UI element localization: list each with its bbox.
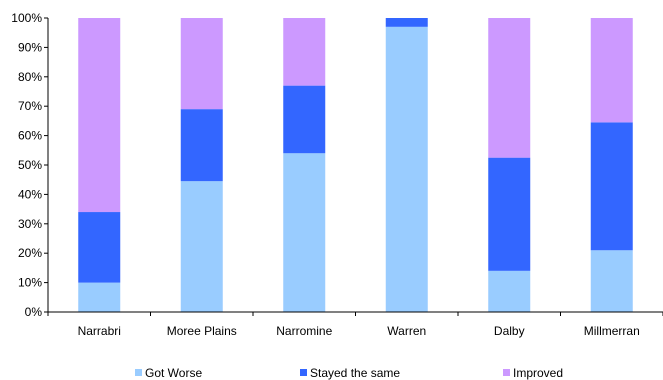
y-axis: 0% 10% 20% 30% 40% 50% 60% 70% 80% 90% 100%: [11, 11, 49, 319]
x-tick-label: Millmerran: [584, 324, 640, 338]
bar-segment-stayed-the-same: [283, 85, 326, 154]
x-tick-label: Narrabri: [78, 324, 121, 338]
y-tick-label: 30%: [18, 217, 42, 231]
y-tick-label: 90%: [18, 40, 42, 54]
y-tick-label: 100%: [11, 11, 42, 25]
bar-segment-stayed-the-same: [488, 157, 531, 271]
bar-segment-stayed-the-same: [590, 122, 633, 251]
legend-label: Stayed the same: [310, 366, 400, 380]
bar-segment-got-worse: [590, 250, 633, 312]
legend-swatch: [503, 369, 510, 376]
bar-segment-stayed-the-same: [78, 212, 121, 283]
bar-segment-got-worse: [78, 282, 121, 312]
legend: Got Worse Stayed the same Improved: [135, 366, 563, 380]
legend-label: Improved: [513, 366, 563, 380]
legend-label: Got Worse: [145, 366, 202, 380]
bar-segment-got-worse: [283, 153, 326, 312]
y-tick-label: 50%: [18, 158, 42, 172]
y-tick-label: 70%: [18, 99, 42, 113]
bar-segment-improved: [488, 18, 531, 158]
y-tick-label: 80%: [18, 70, 42, 84]
bar-segment-improved: [590, 18, 633, 123]
bar-segment-got-worse: [180, 181, 223, 312]
y-tick-label: 20%: [18, 246, 42, 260]
x-axis: Narrabri Moree Plains Narromine Warren Dalby…: [47, 311, 663, 338]
bar-segment-improved: [283, 18, 326, 86]
y-tick-label: 0%: [25, 305, 43, 319]
y-tick-label: 60%: [18, 129, 42, 143]
bars: [78, 18, 633, 312]
y-tick-label: 10%: [18, 276, 42, 290]
legend-swatch: [300, 369, 307, 376]
y-tick-label: 40%: [18, 187, 42, 201]
x-tick-label: Warren: [387, 324, 426, 338]
bar-segment-improved: [180, 18, 223, 110]
x-tick-label: Narromine: [276, 324, 332, 338]
x-tick-label: Dalby: [494, 324, 525, 338]
bar-segment-got-worse: [385, 26, 428, 312]
x-tick-label: Moree Plains: [167, 324, 237, 338]
bar-segment-got-worse: [488, 270, 531, 312]
legend-swatch: [135, 369, 142, 376]
bar-segment-stayed-the-same: [180, 109, 223, 182]
bar-segment-improved: [78, 18, 121, 213]
bar-segment-stayed-the-same: [385, 18, 428, 27]
